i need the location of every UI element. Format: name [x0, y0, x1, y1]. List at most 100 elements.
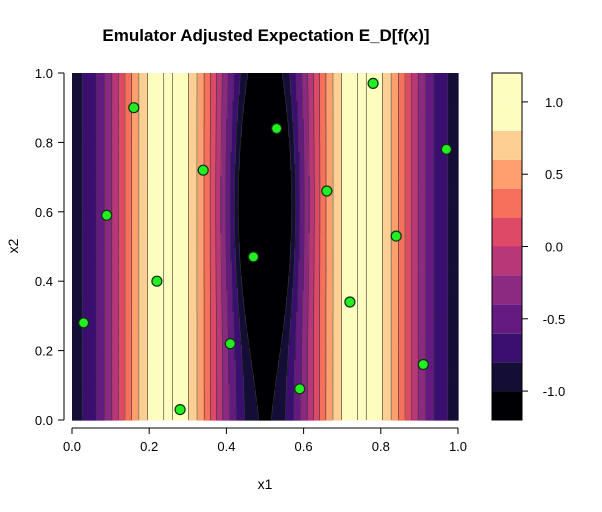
contour-band-cell	[332, 416, 335, 421]
contour-band-cell	[242, 404, 245, 409]
contour-band-cell	[92, 398, 95, 403]
contour-band-cell	[290, 386, 293, 391]
contour-band-cell	[418, 413, 421, 418]
contour-band-cell	[330, 371, 333, 376]
contour-band-cell	[122, 404, 125, 409]
contour-band-cell	[220, 371, 223, 376]
contour-band-cell	[76, 353, 79, 358]
contour-band-cell	[416, 401, 419, 406]
contour-band-cell	[90, 401, 93, 406]
contour-band-cell	[88, 392, 91, 397]
contour-band-cell	[144, 401, 147, 406]
contour-band-cell	[232, 353, 235, 358]
contour-band-cell	[300, 404, 303, 409]
contour-band-cell	[208, 383, 211, 388]
contour-band-cell	[262, 356, 265, 361]
contour-band-cell	[282, 389, 285, 394]
contour-band-cell	[208, 371, 211, 376]
contour-band-cell	[262, 368, 265, 373]
contour-band-cell	[386, 356, 389, 361]
contour-band-cell	[86, 371, 89, 376]
contour-band-cell	[126, 401, 129, 406]
contour-band-cell	[400, 365, 403, 370]
contour-band-cell	[290, 374, 293, 379]
contour-band-cell	[384, 356, 387, 361]
contour-band-cell	[164, 389, 167, 394]
contour-band-cell	[132, 413, 135, 418]
contour-band-cell	[186, 353, 189, 358]
contour-band-cell	[204, 404, 207, 409]
contour-band-cell	[416, 371, 419, 376]
contour-band-cell	[358, 359, 361, 364]
contour-band-cell	[304, 398, 307, 403]
contour-band-cell	[254, 398, 257, 403]
contour-band-cell	[444, 392, 447, 397]
contour-band-cell	[142, 359, 145, 364]
contour-band-cell	[414, 371, 417, 376]
contour-band-cell	[236, 413, 239, 418]
contour-band-cell	[188, 380, 191, 385]
contour-band-cell	[202, 404, 205, 409]
contour-band-cell	[80, 383, 83, 388]
contour-band-cell	[314, 377, 317, 382]
contour-band-cell	[98, 407, 101, 412]
contour-band-cell	[302, 398, 305, 403]
contour-band-cell	[180, 353, 183, 358]
contour-band-cell	[420, 377, 423, 382]
contour-band-cell	[288, 410, 291, 415]
contour-band-cell	[158, 401, 161, 406]
contour-band-cell	[418, 407, 421, 412]
contour-band-cell	[90, 392, 93, 397]
contour-band-cell	[212, 374, 215, 379]
contour-band-cell	[204, 410, 207, 415]
contour-band-cell	[134, 392, 137, 397]
contour-band-cell	[162, 368, 165, 373]
contour-band-cell	[178, 380, 181, 385]
contour-band-cell	[78, 368, 81, 373]
contour-band-cell	[376, 410, 379, 415]
contour-band-cell	[76, 377, 79, 382]
contour-band-cell	[214, 362, 217, 367]
contour-band-cell	[216, 356, 219, 361]
contour-band-cell	[382, 359, 385, 364]
contour-band-cell	[214, 356, 217, 361]
contour-band-cell	[358, 398, 361, 403]
contour-band-cell	[326, 383, 329, 388]
contour-band-cell	[120, 407, 123, 412]
contour-band-cell	[138, 365, 141, 370]
contour-band-cell	[140, 371, 143, 376]
contour-band-cell	[104, 362, 107, 367]
contour-band-cell	[292, 377, 295, 382]
contour-band-cell	[198, 401, 201, 406]
contour-band-cell	[156, 407, 159, 412]
contour-band-cell	[400, 353, 403, 358]
contour-band-cell	[164, 353, 167, 358]
contour-band-cell	[220, 383, 223, 388]
contour-band-cell	[334, 362, 337, 367]
contour-band-cell	[342, 404, 345, 409]
contour-band-cell	[112, 401, 115, 406]
contour-band-cell	[392, 404, 395, 409]
contour-band-cell	[152, 389, 155, 394]
contour-band-cell	[150, 392, 153, 397]
contour-band-cell	[158, 380, 161, 385]
contour-band-cell	[226, 410, 229, 415]
contour-band-cell	[128, 413, 131, 418]
contour-band-cell	[416, 407, 419, 412]
contour-band-cell	[452, 395, 455, 400]
contour-band-cell	[100, 365, 103, 370]
contour-band-cell	[164, 407, 167, 412]
contour-band-cell	[106, 365, 109, 370]
contour-band-cell	[150, 377, 153, 382]
contour-band-cell	[352, 401, 355, 406]
contour-band-cell	[96, 413, 99, 418]
contour-band-cell	[88, 365, 91, 370]
contour-band-cell	[218, 377, 221, 382]
contour-band-cell	[350, 386, 353, 391]
contour-band-cell	[182, 389, 185, 394]
contour-band-cell	[190, 416, 193, 421]
contour-band-cell	[336, 365, 339, 370]
contour-band-cell	[364, 374, 367, 379]
contour-band-cell	[382, 407, 385, 412]
contour-band-cell	[336, 383, 339, 388]
